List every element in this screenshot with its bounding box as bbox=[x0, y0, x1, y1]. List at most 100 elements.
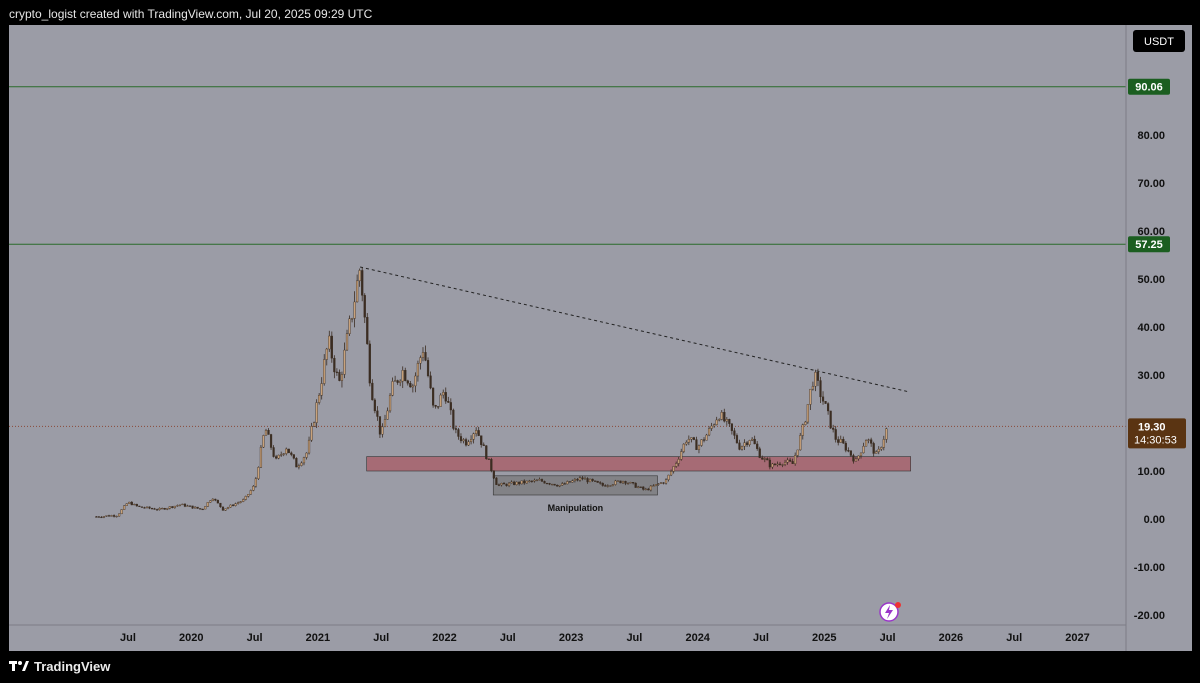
candle bbox=[649, 485, 652, 491]
candle bbox=[510, 481, 513, 484]
candle bbox=[143, 507, 146, 509]
candle-countdown: 14:30:53 bbox=[1134, 434, 1177, 446]
candle bbox=[601, 483, 604, 486]
zone-label: Manipulation bbox=[548, 503, 604, 513]
candle bbox=[791, 461, 794, 464]
candle bbox=[720, 412, 723, 420]
candle bbox=[832, 427, 835, 430]
candle bbox=[401, 370, 404, 382]
candle bbox=[163, 508, 166, 510]
candle bbox=[553, 483, 556, 486]
y-tick-label: 10.00 bbox=[1137, 466, 1165, 478]
candle bbox=[713, 424, 716, 427]
zone-manipulation[interactable] bbox=[492, 475, 658, 496]
candle bbox=[231, 504, 235, 506]
x-tick-label: 2027 bbox=[1065, 632, 1089, 644]
candle bbox=[404, 370, 407, 381]
candle bbox=[383, 419, 387, 428]
candle bbox=[634, 482, 637, 488]
candle bbox=[148, 506, 151, 509]
candle bbox=[680, 451, 683, 460]
candle bbox=[378, 416, 382, 435]
candle bbox=[816, 372, 820, 381]
candle bbox=[259, 446, 263, 468]
candle bbox=[594, 480, 597, 482]
price-axis[interactable]: 90.0080.0070.0060.0050.0040.0030.0020.00… bbox=[1128, 78, 1186, 622]
candle bbox=[659, 482, 663, 484]
candle bbox=[814, 372, 817, 387]
candle bbox=[145, 506, 149, 509]
attribution-header: crypto_logist created with TradingView.c… bbox=[9, 7, 373, 21]
y-tick-label: -20.00 bbox=[1134, 610, 1165, 622]
candle bbox=[307, 439, 311, 454]
candle bbox=[302, 457, 306, 464]
candle bbox=[221, 506, 225, 511]
candle bbox=[156, 509, 159, 511]
candle bbox=[325, 348, 328, 360]
candle bbox=[535, 479, 539, 482]
candle bbox=[353, 301, 356, 319]
candle bbox=[652, 485, 655, 487]
candle bbox=[363, 295, 366, 318]
candle bbox=[596, 480, 599, 483]
candle bbox=[345, 333, 349, 351]
currency-badge[interactable]: USDT bbox=[1133, 30, 1185, 52]
candle bbox=[571, 480, 574, 483]
candle bbox=[262, 435, 265, 448]
candle bbox=[682, 443, 685, 452]
candle bbox=[264, 430, 268, 436]
candle bbox=[786, 459, 789, 463]
candle bbox=[543, 481, 546, 484]
candle bbox=[857, 455, 860, 460]
candle bbox=[745, 442, 749, 445]
candle bbox=[361, 270, 364, 296]
candle bbox=[277, 454, 280, 459]
candle bbox=[411, 385, 414, 388]
candle bbox=[781, 464, 784, 466]
candle bbox=[214, 498, 217, 501]
candle bbox=[229, 504, 232, 508]
trendline[interactable] bbox=[359, 266, 909, 393]
candle bbox=[366, 317, 369, 345]
candle bbox=[758, 448, 761, 458]
candle bbox=[186, 505, 189, 507]
candle bbox=[502, 483, 506, 485]
candle bbox=[350, 318, 354, 320]
candle bbox=[305, 452, 308, 458]
candle bbox=[573, 479, 576, 482]
candle bbox=[269, 434, 273, 448]
candle bbox=[381, 426, 384, 435]
candle bbox=[112, 515, 116, 517]
candle bbox=[576, 479, 579, 481]
candle bbox=[621, 481, 625, 484]
candle bbox=[859, 452, 863, 457]
candle bbox=[794, 455, 797, 464]
candle bbox=[664, 479, 668, 484]
candle bbox=[811, 385, 815, 390]
candle bbox=[718, 419, 721, 421]
candle bbox=[216, 499, 219, 504]
levels-layer bbox=[9, 86, 1126, 427]
candle bbox=[588, 478, 592, 483]
level-price-label[interactable]: 90.06 bbox=[1128, 78, 1170, 95]
candle bbox=[723, 412, 726, 422]
zone-support[interactable] bbox=[366, 456, 911, 472]
candle bbox=[854, 458, 858, 462]
footer-brand[interactable]: TradingView bbox=[9, 657, 110, 675]
time-axis[interactable]: Jul 2020 Jul 2021 Jul 2022 Jul 2023 Jul 2024 Jul 20… bbox=[120, 632, 1090, 644]
candle bbox=[318, 395, 321, 403]
candle bbox=[118, 513, 121, 517]
candle bbox=[176, 505, 179, 507]
candle bbox=[168, 506, 171, 509]
level-price-label[interactable]: 57.25 bbox=[1128, 236, 1170, 253]
lightning-icon[interactable] bbox=[879, 602, 901, 622]
x-tick-label: Jul bbox=[247, 632, 263, 644]
candle bbox=[513, 481, 516, 485]
x-tick-label: 2020 bbox=[179, 632, 203, 644]
y-tick-label: 60.00 bbox=[1137, 226, 1165, 238]
candle bbox=[705, 434, 708, 441]
candle bbox=[391, 381, 394, 396]
annotations-layer: Manipulation bbox=[548, 503, 604, 513]
